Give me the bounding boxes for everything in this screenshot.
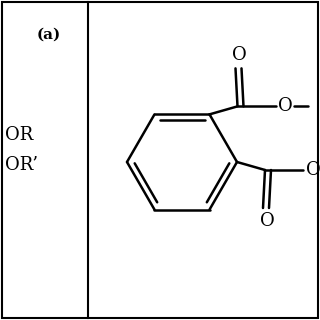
Text: (a): (a) — [37, 28, 61, 42]
Text: OR: OR — [5, 126, 33, 144]
Text: O: O — [232, 46, 247, 64]
Text: O: O — [278, 97, 293, 116]
Text: OR’: OR’ — [5, 156, 38, 174]
Text: O: O — [306, 161, 320, 179]
Text: O: O — [260, 212, 274, 230]
